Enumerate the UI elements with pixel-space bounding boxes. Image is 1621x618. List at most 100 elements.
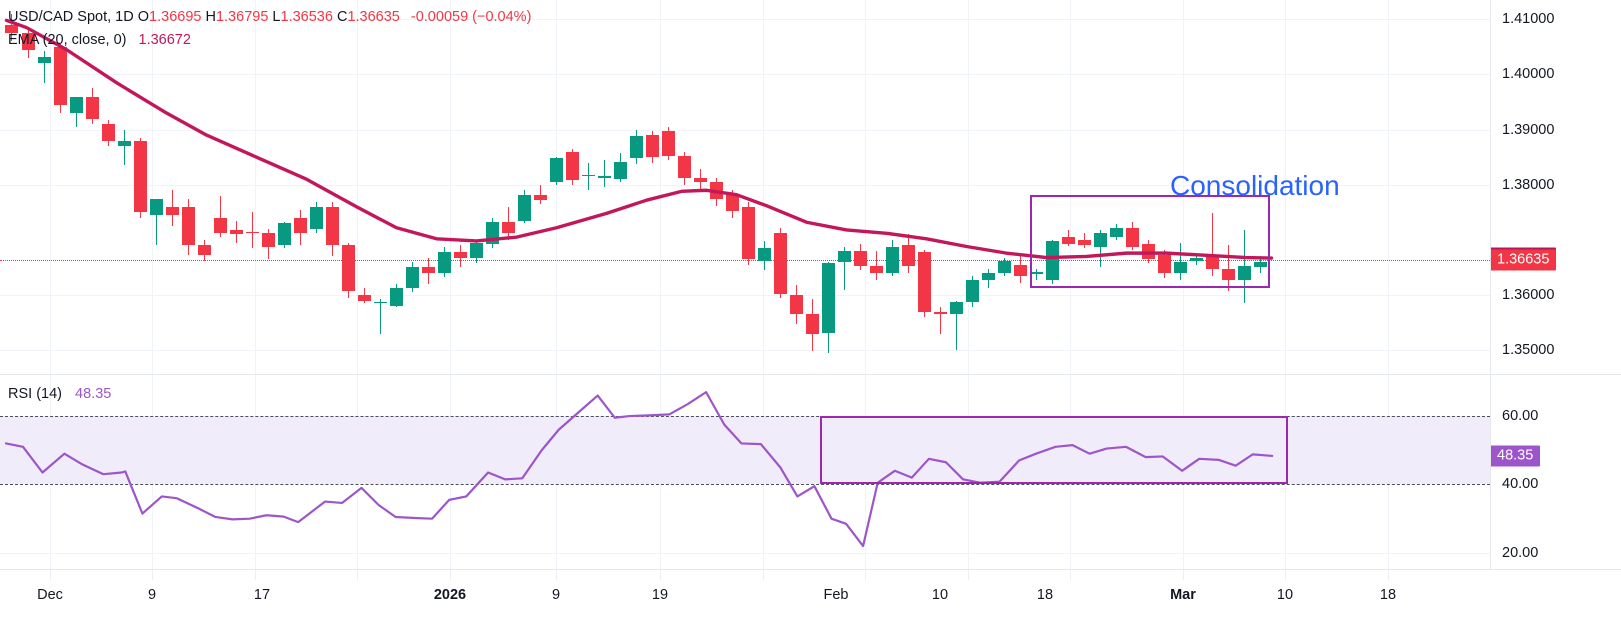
candle-body: [1094, 233, 1107, 247]
time-axis-label: Dec: [37, 587, 63, 603]
candle-body: [1174, 261, 1187, 273]
vertical-gridline: [1070, 0, 1071, 375]
time-axis-label: Feb: [823, 587, 849, 603]
candle-body: [790, 295, 803, 315]
candle-body: [1158, 255, 1171, 273]
candle-body: [918, 252, 931, 312]
candle-body: [630, 136, 643, 159]
horizontal-gridline: [0, 129, 1490, 131]
candle-body: [374, 301, 387, 304]
ema-line-layer: [4, 18, 1274, 260]
horizontal-gridline: [0, 19, 1490, 21]
time-axis-label: 2026: [433, 587, 467, 603]
candle-body: [390, 288, 403, 307]
candle-body: [454, 252, 467, 258]
candle-body: [310, 206, 323, 229]
time-axis-tick: [660, 570, 661, 580]
candle-wick: [955, 300, 958, 351]
candle-body: [166, 206, 179, 216]
candle-body: [534, 194, 547, 201]
candle-body: [326, 206, 339, 246]
candle-body: [1126, 227, 1139, 247]
candle-body: [262, 233, 275, 247]
candle-body: [422, 267, 435, 273]
candle-wick: [251, 212, 254, 249]
candle-body: [1190, 257, 1203, 261]
candle-body: [1062, 237, 1075, 245]
price-chart-pane[interactable]: Consolidation: [0, 0, 1490, 375]
candle-body: [742, 206, 755, 260]
candle-wick: [1179, 242, 1182, 280]
time-axis-label: 9: [551, 587, 561, 603]
candle-body: [102, 124, 115, 141]
time-axis-tick: [357, 570, 358, 580]
time-axis-label: 10: [1276, 587, 1294, 603]
candle-body: [118, 140, 131, 147]
candle-body: [246, 231, 259, 234]
rsi-axis[interactable]: 60.00 40.00 20.00 48.35: [1490, 375, 1621, 570]
price-axis-tick: 1.38000: [1502, 176, 1555, 193]
horizontal-gridline: [0, 74, 1490, 76]
candle-body: [342, 245, 355, 291]
candle-body: [406, 267, 419, 289]
vertical-gridline: [1183, 0, 1184, 375]
time-axis-tick: [1183, 570, 1184, 580]
candle-body: [1238, 266, 1251, 280]
vertical-gridline: [255, 0, 256, 375]
candle-body: [1254, 261, 1267, 268]
time-axis-label: 18: [1379, 587, 1397, 603]
last-price-line: [0, 260, 1490, 262]
candle-body: [758, 248, 771, 261]
candle-body: [854, 250, 867, 267]
pane-divider-bottom: [0, 569, 1621, 570]
candle-body: [182, 206, 195, 246]
vertical-gridline: [357, 0, 358, 375]
candle-wick: [219, 195, 222, 238]
time-axis-label: Mar: [1170, 587, 1196, 603]
time-axis-label: 9: [147, 587, 157, 603]
ema-line: [4, 18, 1274, 260]
candle-wick: [1211, 213, 1214, 276]
time-axis-label: 17: [253, 587, 271, 603]
candle-body: [774, 233, 787, 294]
rsi-line: [4, 391, 1274, 548]
vertical-gridline: [50, 0, 51, 375]
candle-wick: [875, 250, 878, 280]
price-axis[interactable]: 1.41000 1.40000 1.39000 1.38000 1.36000 1.350…: [1490, 0, 1621, 375]
time-axis-tick: [450, 570, 451, 580]
horizontal-gridline: [0, 350, 1490, 352]
price-axis-tick: 1.35000: [1502, 342, 1555, 359]
time-axis-tick: [152, 570, 153, 580]
rsi-chart-pane[interactable]: [0, 375, 1490, 570]
candle-body: [518, 194, 531, 221]
candle-body: [566, 151, 579, 181]
time-axis-tick: [763, 570, 764, 580]
candle-wick: [939, 307, 942, 334]
rsi-axis-tick: 20.00: [1502, 544, 1539, 561]
vertical-gridline: [1285, 0, 1286, 375]
consolidation-box-price[interactable]: [1030, 194, 1270, 289]
candle-body: [726, 194, 739, 212]
candle-body: [54, 46, 67, 105]
time-axis-tick: [865, 570, 866, 580]
candle-body: [86, 96, 99, 119]
time-axis[interactable]: Dec 9 17 2026 9 19 Feb 10 18 Mar 10 18: [0, 570, 1621, 618]
candle-body: [150, 198, 163, 216]
candle-wick: [587, 162, 590, 191]
candle-wick: [379, 299, 382, 334]
candle-body: [294, 217, 307, 234]
candle-body: [1030, 271, 1043, 275]
candle-body: [582, 174, 595, 177]
time-axis-label: 10: [931, 587, 949, 603]
candle-body: [22, 33, 35, 50]
candle-wick: [43, 51, 46, 83]
candle-body: [358, 295, 371, 301]
consolidation-box-rsi[interactable]: [820, 416, 1288, 485]
candle-body: [1078, 239, 1091, 246]
horizontal-gridline: [0, 552, 1490, 554]
time-axis-tick: [968, 570, 969, 580]
rsi-lower-dashed-line: [0, 484, 1490, 486]
candle-wick: [843, 246, 846, 290]
candle-body: [70, 96, 83, 114]
candle-body: [230, 229, 243, 235]
